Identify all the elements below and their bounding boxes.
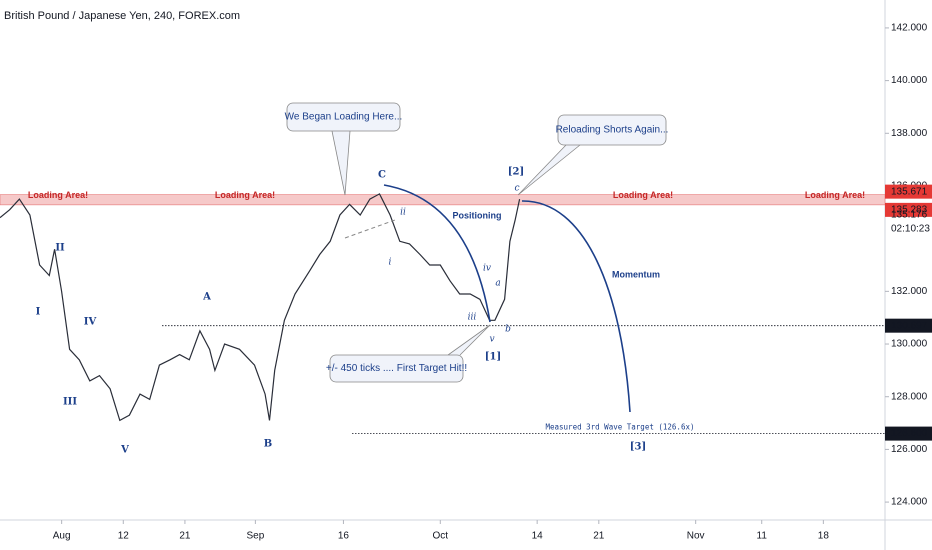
y-tick-label: 130.000 [891, 339, 928, 350]
x-tick-label: Aug [53, 531, 71, 542]
wave-label: I [36, 307, 41, 318]
note: Positioning [453, 210, 502, 220]
y-tick-label: 138.000 [891, 128, 928, 139]
note: Momentum [612, 269, 660, 279]
y-tick-label: 128.000 [891, 391, 928, 402]
callout-text: Reloading Shorts Again... [556, 125, 669, 136]
wave-label: [2] [508, 167, 524, 178]
price-label-box [885, 202, 932, 217]
x-tick-label: Sep [246, 531, 264, 542]
loading-label: Loading Area! [805, 190, 865, 200]
wave-label: V [120, 445, 129, 456]
subwave-label: ii [400, 208, 406, 218]
price-label-box [885, 318, 932, 333]
plot: 124.000126.000128.000130.000132.000136.0… [0, 23, 932, 542]
callout-text: We Began Loading Here... [285, 112, 403, 123]
subwave-label: iv [483, 264, 491, 274]
y-tick-label: 142.000 [891, 23, 928, 34]
subwave-label: v [489, 335, 494, 345]
x-tick-label: 14 [532, 531, 544, 542]
countdown: 02:10:23 [891, 223, 930, 234]
wave-label: B [264, 439, 272, 450]
callout-box [286, 102, 401, 132]
projection-curve [521, 200, 631, 413]
y-tick-label: 126.000 [891, 444, 928, 455]
price-label: 135.283 [891, 205, 928, 216]
callout-box [557, 114, 667, 146]
x-tick-label: 21 [179, 531, 191, 542]
price-label-box [885, 184, 932, 199]
y-tick-label: 132.000 [891, 286, 928, 297]
wave-label: [3] [630, 442, 646, 453]
x-tick-label: 16 [338, 531, 350, 542]
price-label: 130.697 [891, 320, 928, 331]
wave-label: II [55, 243, 65, 254]
callout-tail [517, 144, 581, 196]
wave-label: [1] [485, 352, 501, 363]
price-line [0, 193, 521, 422]
subwave-label: i [389, 258, 392, 268]
callout-tail [331, 130, 351, 196]
projection-curve [383, 184, 491, 323]
x-tick-label: Oct [433, 531, 449, 542]
subwave-label: iii [468, 313, 477, 323]
x-tick-label: 21 [593, 531, 605, 542]
callout-tail [447, 324, 491, 356]
x-tick-label: 18 [818, 531, 830, 542]
loading-label: Loading Area! [613, 190, 673, 200]
price-label-box [885, 426, 932, 441]
callout-box [329, 354, 464, 383]
price-label: 135.671 [891, 186, 928, 197]
subwave-label: c [514, 184, 519, 194]
subwave-label: b [505, 325, 511, 335]
price-label: 126.600 [891, 428, 928, 439]
loading-band [0, 194, 886, 206]
loading-label: Loading Area! [215, 190, 275, 200]
chart-title: British Pound / Japanese Yen, 240, FOREX… [4, 10, 240, 22]
target-label: Measured 3rd Wave Target (126.6x) [545, 423, 694, 432]
callout-text: +/- 450 ticks .... First Target Hit!! [326, 363, 467, 374]
wave-label: III [63, 397, 77, 408]
subwave-label: a [495, 279, 500, 289]
dashed-trend [344, 219, 396, 239]
x-tick-label: 11 [757, 531, 768, 542]
wave-label: A [202, 292, 211, 303]
x-tick-label: Nov [687, 531, 705, 542]
x-tick-label: 12 [118, 531, 130, 542]
price-label: 135.176 [891, 209, 928, 220]
loading-label: Loading Area! [28, 190, 88, 200]
y-tick-label: 124.000 [891, 497, 928, 508]
wave-label: C [378, 170, 386, 181]
wave-label: IV [84, 317, 97, 328]
y-tick-label: 140.000 [891, 75, 928, 86]
